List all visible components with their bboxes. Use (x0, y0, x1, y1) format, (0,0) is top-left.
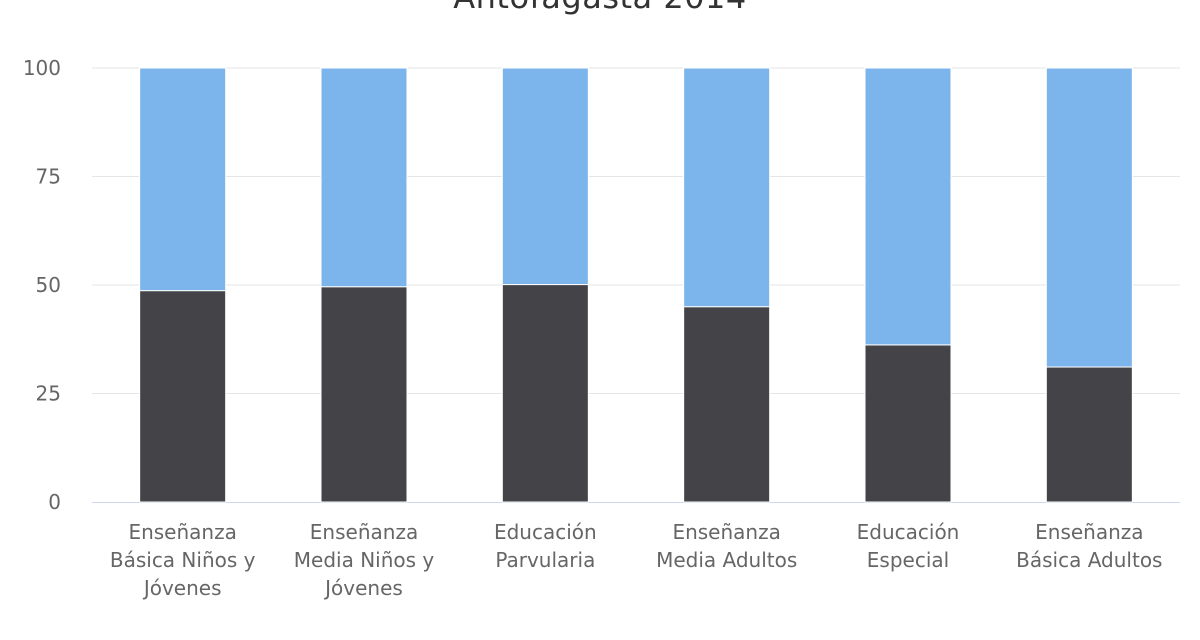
bar-series-1 (139, 290, 227, 503)
bar-series-1 (501, 284, 589, 503)
x-tick-label: Educación (857, 520, 960, 544)
bar-series-2 (320, 67, 408, 288)
y-tick-label: 75 (36, 165, 61, 189)
x-tick-label: Enseñanza (128, 520, 236, 544)
bar-series-2 (1045, 67, 1133, 368)
x-tick-label: Jóvenes (142, 576, 222, 600)
bar-series-1 (320, 286, 408, 503)
y-tick-label: 25 (36, 382, 61, 406)
bar-series-2 (683, 67, 771, 308)
x-tick-label: Educación (494, 520, 597, 544)
chart-title: Antofagasta 2014 (0, 0, 1200, 16)
x-tick-label: Media Niños y (294, 548, 435, 572)
x-tick-label: Especial (867, 548, 949, 572)
bar-series-2 (139, 67, 227, 292)
bar-series-2 (501, 67, 589, 286)
bar-series-1 (1045, 366, 1133, 503)
bar-series-2 (864, 67, 952, 346)
x-tick-label: Enseñanza (1035, 520, 1143, 544)
x-tick-label: Media Adultos (656, 548, 797, 572)
y-tick-label: 50 (36, 273, 61, 297)
x-tick-label: Básica Niños y (110, 548, 256, 572)
x-tick-label: Enseñanza (310, 520, 418, 544)
y-tick-label: 100 (23, 56, 61, 80)
x-tick-label: Enseñanza (672, 520, 780, 544)
y-tick-label: 0 (48, 490, 61, 514)
x-tick-label: Básica Adultos (1016, 548, 1162, 572)
bar-series-1 (683, 306, 771, 503)
bar-series-1 (864, 344, 952, 503)
x-tick-label: Jóvenes (323, 576, 403, 600)
x-tick-label: Parvularia (495, 548, 595, 572)
